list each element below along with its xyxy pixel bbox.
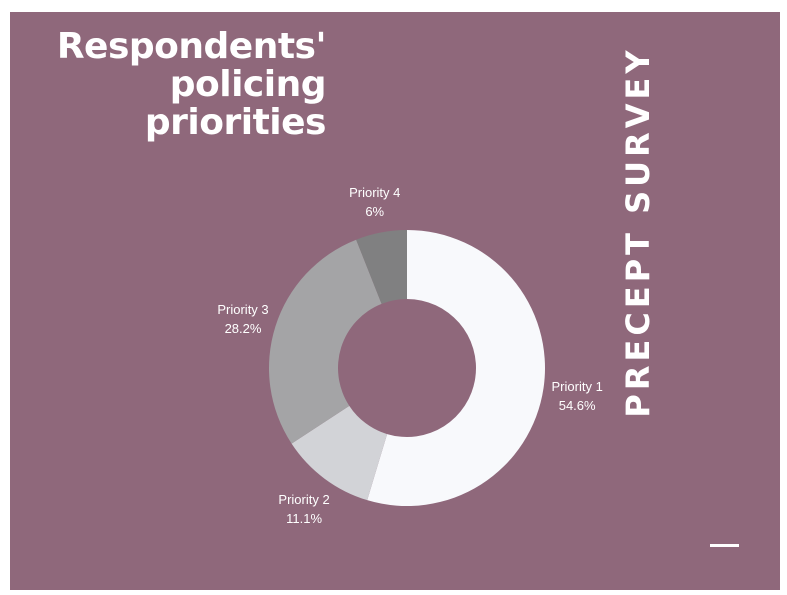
slice-label-4: Priority 4 [349,185,400,200]
donut-slice-1 [367,230,545,507]
title-line-3: priorities [144,102,327,143]
donut-slice-3 [268,239,382,444]
slice-value-4: 6% [365,204,384,219]
slice-value-2: 11.1% [286,511,322,526]
title-line-2: policing [169,64,327,105]
slice-label-1: Priority 1 [552,379,603,394]
slide-indicator-dash [710,544,739,547]
slice-value-1: 54.6% [559,398,596,413]
slice-label-3: Priority 3 [217,302,268,317]
donut-slice-4 [356,230,407,304]
title-line-1: Respondents' [56,26,327,67]
donut-slice-2 [291,405,388,501]
page-title: Respondents' policing priorities [20,26,327,143]
slice-label-2: Priority 2 [278,492,329,507]
slice-value-3: 28.2% [225,321,262,336]
